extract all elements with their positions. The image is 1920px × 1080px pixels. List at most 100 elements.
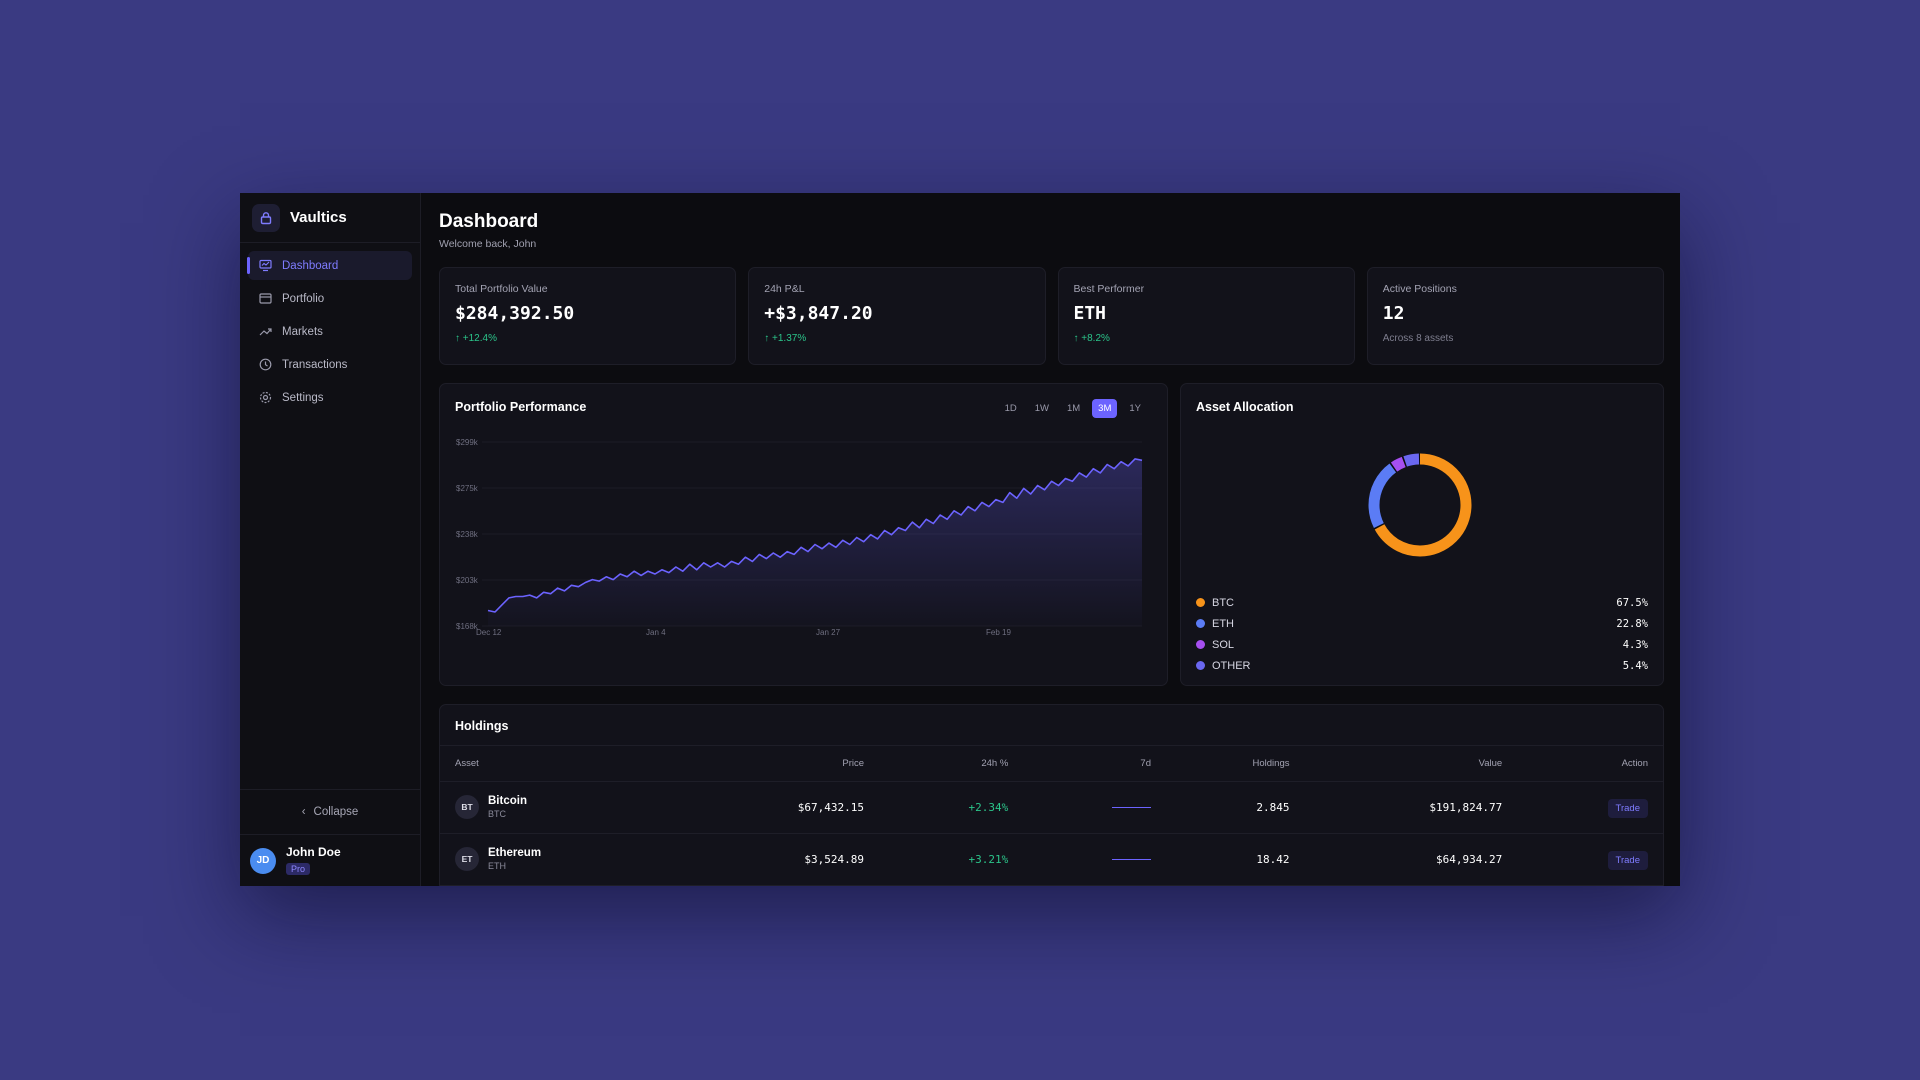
gear-icon — [258, 391, 272, 405]
user-name: John Doe — [286, 844, 341, 859]
holdings-panel: Holdings Asset Price 24h % 7d Holdings V… — [439, 704, 1664, 886]
stat-card-active-positions: Active Positions 12 Across 8 assets — [1366, 267, 1664, 365]
column-header[interactable]: Asset — [440, 746, 680, 782]
donut-slice-btc[interactable] — [1368, 453, 1472, 557]
sparkline-cell — [1023, 781, 1166, 834]
allocation-legend: BTC 67.5% ETH 22.8% SOL 4.3% — [1196, 592, 1648, 676]
sidebar-item-label: Settings — [282, 391, 324, 404]
stat-value: 12 — [1382, 303, 1405, 324]
asset-name: Ethereum — [488, 847, 542, 859]
sparkline — [1111, 858, 1151, 861]
legend-dot — [1196, 598, 1205, 607]
arrow-up-icon: ↑ — [764, 333, 773, 344]
area-fill — [488, 458, 1142, 626]
holdings-cell: 18.42 — [1165, 833, 1305, 886]
y-tick-label: $275k — [456, 484, 479, 493]
legend-name: OTHER — [1212, 659, 1251, 672]
donut-slice-eth[interactable] — [1368, 453, 1472, 557]
stat-note: Across 8 assets — [1382, 333, 1454, 344]
holdings-title: Holdings — [440, 705, 1663, 746]
plan-badge: Pro — [286, 862, 311, 875]
stat-label: Best Performer — [1073, 283, 1145, 295]
sidebar-item-label: Dashboard — [282, 259, 339, 272]
value-cell: $64,934.27 — [1304, 833, 1518, 886]
column-header[interactable]: Price — [680, 746, 880, 782]
column-header: Action — [1517, 746, 1663, 782]
page-subtitle: Welcome back, John — [439, 238, 537, 250]
chevron-left-icon: ‹ — [301, 806, 306, 818]
legend-item-other: OTHER 5.4% — [1196, 655, 1648, 676]
legend-value: 5.4% — [1622, 659, 1648, 672]
performance-title: Portfolio Performance — [455, 400, 587, 414]
stat-value: ETH — [1073, 303, 1107, 324]
range-1w-button[interactable]: 1W — [1034, 403, 1049, 414]
wallet-icon — [258, 292, 272, 306]
stats-row: Total Portfolio Value $284,392.50 ↑ +12.… — [439, 267, 1664, 365]
page-title: Dashboard — [439, 211, 539, 232]
arrow-up-icon: ↑ — [1073, 333, 1082, 344]
column-header[interactable]: Holdings — [1165, 746, 1305, 782]
sidebar-item-dashboard[interactable]: Dashboard — [247, 251, 412, 280]
stat-label: 24h P&L — [764, 283, 805, 295]
table-header-row: Asset Price 24h % 7d Holdings Value Acti… — [440, 746, 1663, 782]
stat-label: Total Portfolio Value — [455, 283, 548, 295]
column-header[interactable]: Value — [1304, 746, 1518, 782]
legend-name: BTC — [1212, 596, 1234, 609]
change-cell: +2.34% — [879, 781, 1024, 834]
range-3m-button[interactable]: 3M — [1092, 399, 1118, 418]
legend-value: 4.3% — [1622, 638, 1648, 651]
stat-card-portfolio-value: Total Portfolio Value $284,392.50 ↑ +12.… — [439, 267, 737, 365]
range-1m-button[interactable]: 1M — [1066, 403, 1081, 414]
table-row[interactable]: BT Bitcoin BTC $67,432.15 +2.34% 2.845 $1… — [440, 781, 1663, 834]
app-window: Vaultics Dashboard Portfolio Markets Tra… — [240, 193, 1680, 886]
performance-panel: Portfolio Performance 1D 1W 1M 3M 1Y $29… — [439, 383, 1168, 686]
y-tick-label: $203k — [456, 576, 479, 585]
holdings-cell: 2.845 — [1165, 781, 1305, 834]
asset-symbol: ETH — [488, 861, 506, 871]
legend-value: 67.5% — [1616, 596, 1648, 609]
sidebar-nav: Dashboard Portfolio Markets Transactions… — [240, 243, 420, 416]
holdings-table: Asset Price 24h % 7d Holdings Value Acti… — [440, 746, 1663, 886]
coin-icon: ET — [455, 847, 479, 871]
trade-button[interactable]: Trade — [1607, 798, 1648, 818]
allocation-title: Asset Allocation — [1196, 400, 1294, 414]
legend-value: 22.8% — [1616, 617, 1648, 630]
brand[interactable]: Vaultics — [240, 193, 420, 243]
sidebar-item-portfolio[interactable]: Portfolio — [248, 284, 412, 313]
asset-name: Bitcoin — [488, 795, 527, 807]
range-1y-button[interactable]: 1Y — [1129, 403, 1141, 414]
stat-value: +$3,847.20 — [764, 303, 873, 324]
price-cell: $67,432.15 — [680, 781, 880, 834]
sidebar-footer: ‹ Collapse JD John Doe Pro — [240, 789, 420, 886]
collapse-button[interactable]: ‹ Collapse — [240, 789, 420, 834]
x-tick-label: Dec 12 — [476, 628, 502, 637]
stat-change: ↑ +1.37% — [764, 333, 807, 344]
legend-item-eth: ETH 22.8% — [1196, 613, 1648, 634]
column-header[interactable]: 24h % — [879, 746, 1024, 782]
arrow-up-icon: ↑ — [455, 333, 463, 344]
y-tick-label: $238k — [456, 530, 479, 539]
stat-change: ↑ +8.2% — [1073, 333, 1110, 344]
value-cell: $191,824.77 — [1304, 781, 1518, 834]
allocation-donut — [1368, 453, 1472, 557]
user-profile[interactable]: JD John Doe Pro — [240, 834, 420, 886]
trade-button[interactable]: Trade — [1607, 850, 1648, 870]
sidebar-item-label: Transactions — [282, 358, 348, 371]
coin-icon: BT — [455, 795, 479, 819]
legend-dot — [1196, 640, 1205, 649]
trend-icon — [258, 325, 272, 339]
column-header: 7d — [1023, 746, 1166, 782]
y-tick-label: $168k — [456, 622, 479, 631]
lock-icon — [252, 203, 280, 232]
sidebar-item-label: Portfolio — [282, 292, 325, 305]
sidebar-item-transactions[interactable]: Transactions — [248, 350, 412, 379]
range-1d-button[interactable]: 1D — [1004, 403, 1017, 414]
table-row[interactable]: ET Ethereum ETH $3,524.89 +3.21% 18.42 $6… — [440, 833, 1663, 886]
charts-row: Portfolio Performance 1D 1W 1M 3M 1Y $29… — [439, 383, 1664, 686]
sidebar-item-settings[interactable]: Settings — [248, 383, 412, 412]
allocation-panel: Asset Allocation BTC 67.5% ETH 22.8% — [1180, 383, 1664, 686]
dashboard-icon — [258, 259, 272, 273]
sidebar-item-markets[interactable]: Markets — [248, 317, 412, 346]
clock-icon — [258, 358, 272, 372]
